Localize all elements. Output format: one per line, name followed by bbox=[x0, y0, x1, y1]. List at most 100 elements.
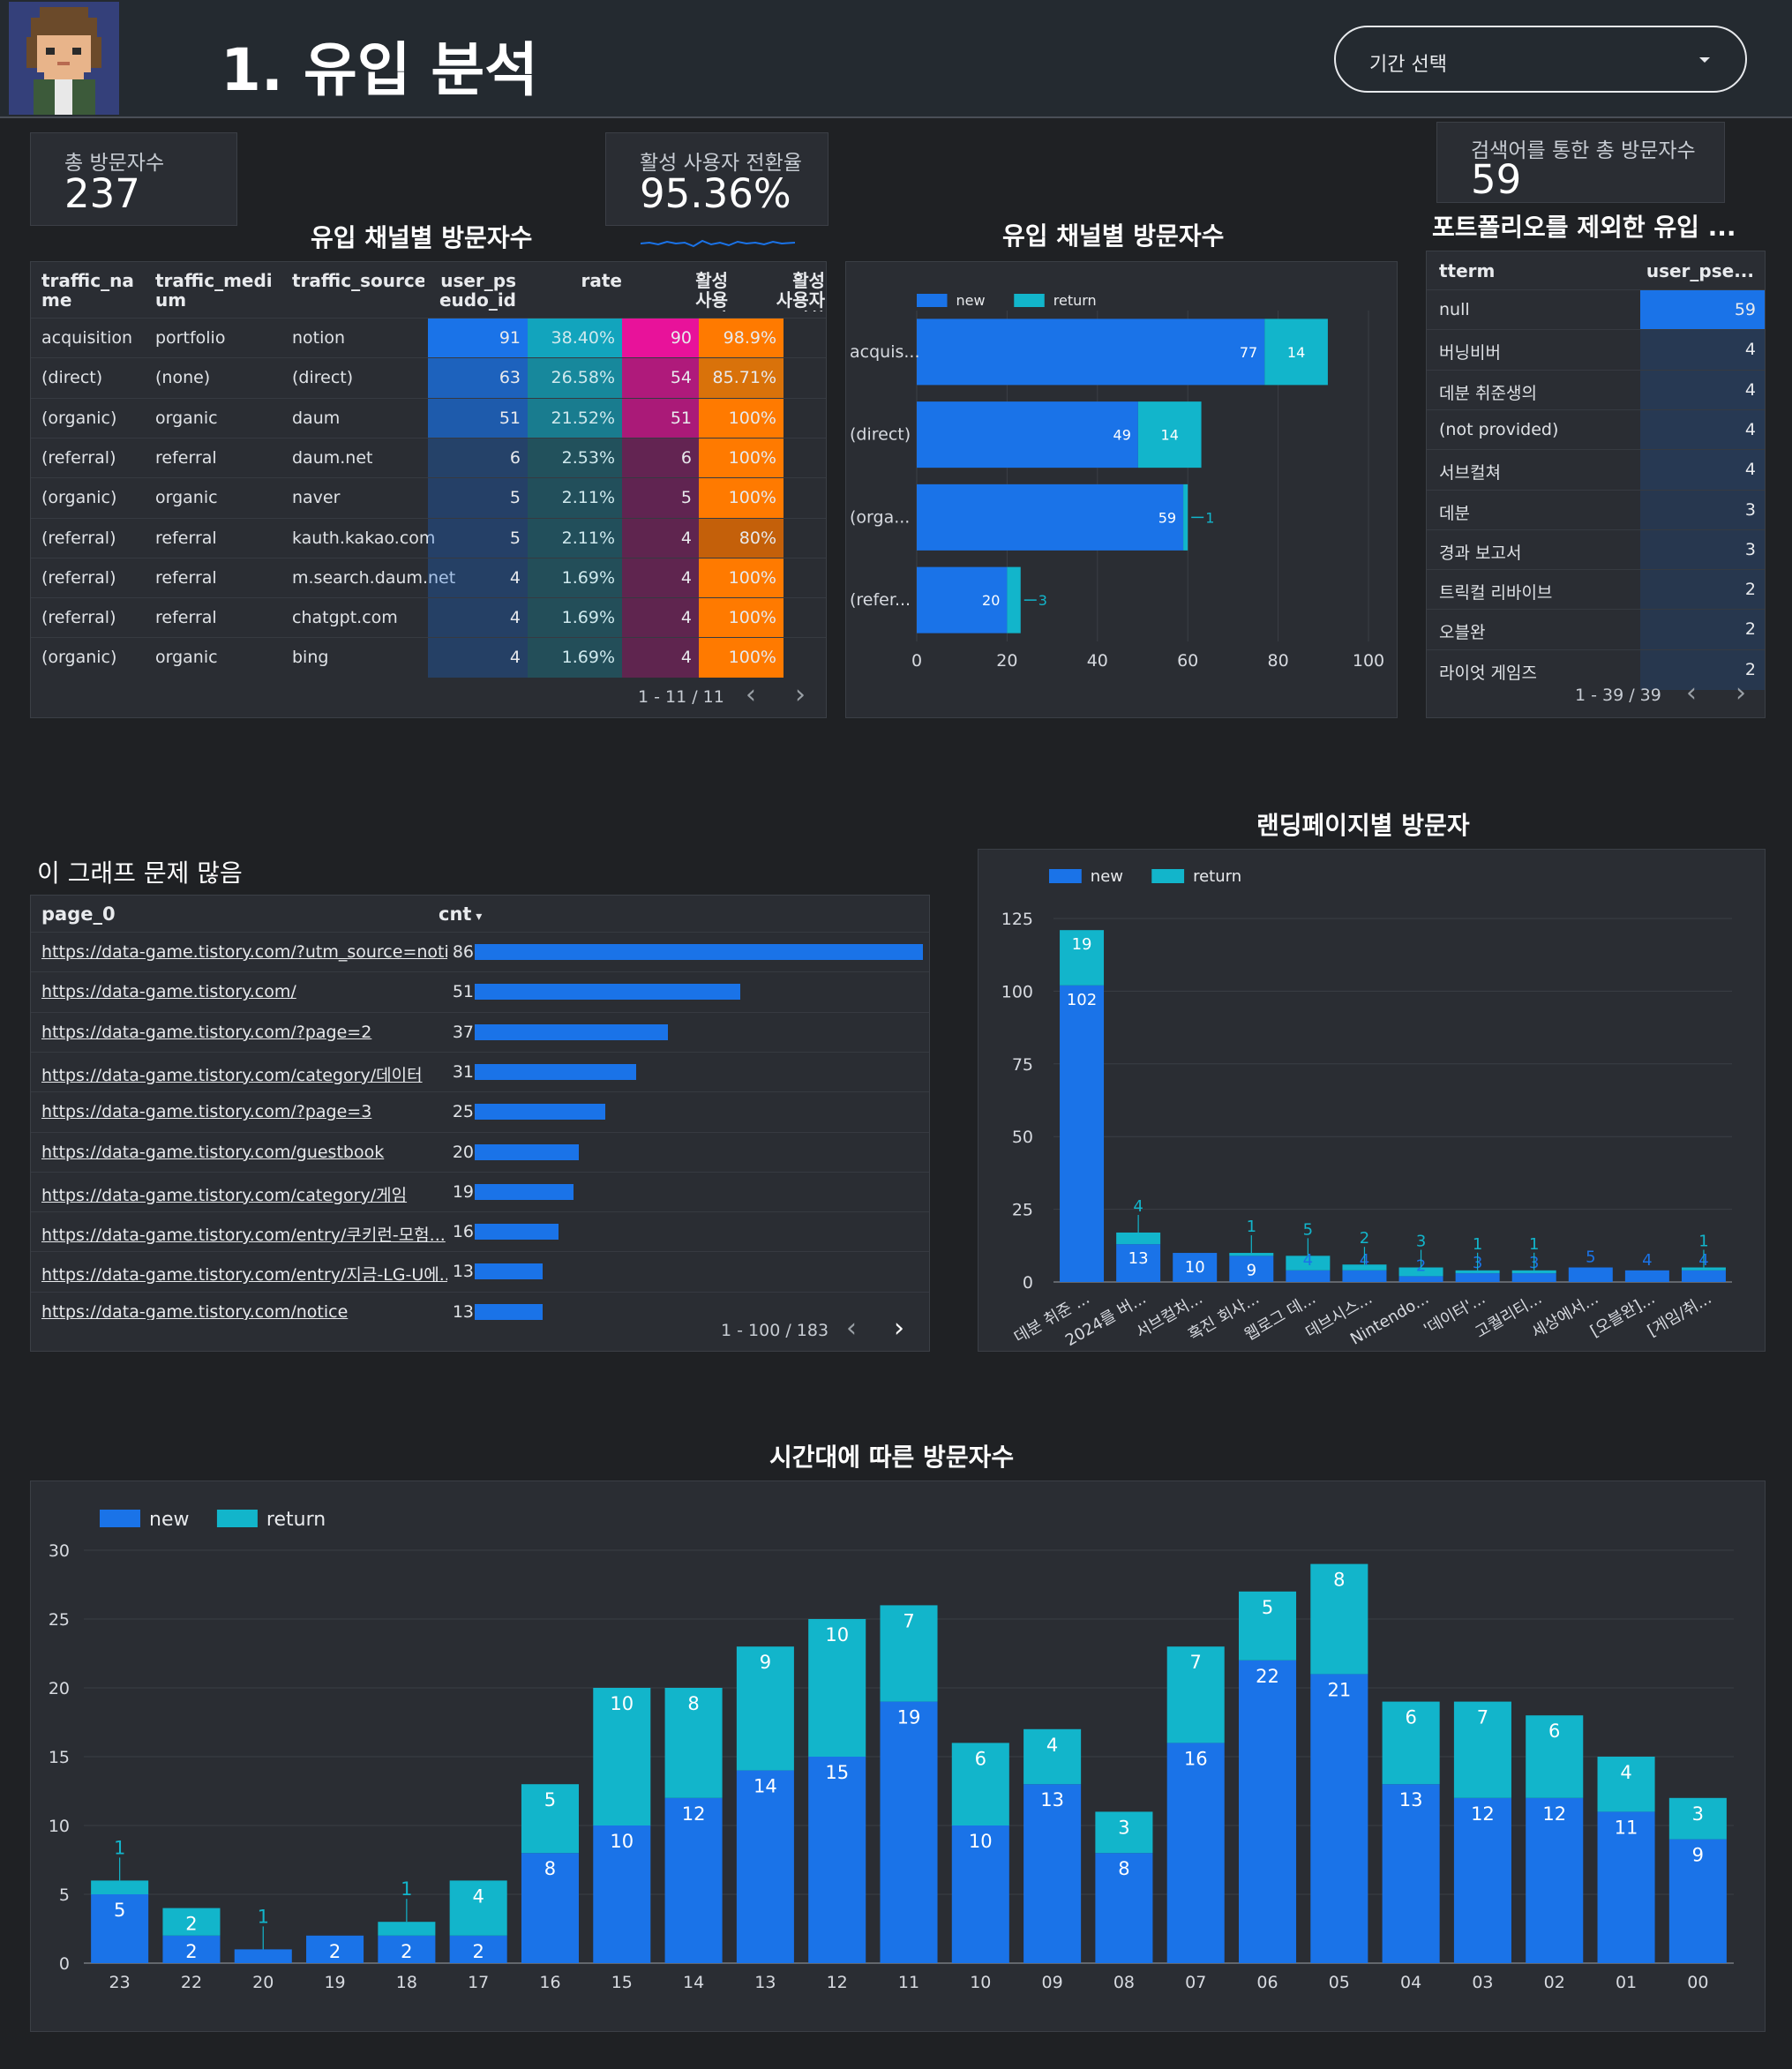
cell-bg-active: 4 bbox=[622, 518, 699, 558]
column-header[interactable]: page_0 bbox=[41, 903, 116, 925]
bar-return bbox=[162, 1908, 221, 1936]
bar-new bbox=[917, 566, 1008, 633]
x-category-label: 05 bbox=[1329, 1973, 1350, 1992]
table-row[interactable]: (organic) organic bing 4 1.69% 4 100% bbox=[31, 637, 826, 678]
prev-page-icon[interactable]: ‹ bbox=[1686, 678, 1697, 708]
page-link[interactable]: https://data-game.tistory.com/ bbox=[41, 982, 296, 1002]
x-tick-label: 20 bbox=[996, 651, 1017, 671]
cell-bg-rate: 38.40% bbox=[528, 319, 622, 358]
table-row[interactable]: https://data-game.tistory.com/51 bbox=[31, 971, 929, 1011]
cell-bg-rate: 1.69% bbox=[528, 638, 622, 678]
page-link[interactable]: https://data-game.tistory.com/entry/쿠키런-… bbox=[41, 1226, 446, 1246]
table-row[interactable]: https://data-game.tistory.com/entry/지금-L… bbox=[31, 1251, 929, 1291]
table-row[interactable]: https://data-game.tistory.com/category/데… bbox=[31, 1051, 929, 1091]
bar-new bbox=[1453, 1797, 1511, 1963]
table-row[interactable]: (referral) referral daum.net 6 2.53% 6 100% bbox=[31, 437, 826, 478]
table-row[interactable]: (referral) referral m.search.daum.net 4 1.69… bbox=[31, 557, 826, 598]
data-label-new: 8 bbox=[544, 1858, 556, 1879]
bar-return bbox=[1453, 1701, 1511, 1798]
column-header[interactable]: rate bbox=[581, 271, 622, 291]
cell-bg-conv: 100% bbox=[699, 638, 784, 678]
table-row[interactable]: 데분 취준생의 4 bbox=[1427, 369, 1765, 410]
kpi-label: 검색어를 통한 총 방문자수 bbox=[1471, 139, 1696, 162]
prev-page-icon[interactable]: ‹ bbox=[846, 1313, 857, 1344]
legend-swatch-new bbox=[100, 1510, 140, 1527]
table-row[interactable]: (direct) (none) (direct) 63 26.58% 54 85.71% bbox=[31, 357, 826, 399]
channel-table-title: 유입 채널별 방문자수 bbox=[311, 223, 533, 252]
next-page-icon[interactable]: › bbox=[1736, 678, 1746, 708]
bar-return bbox=[1060, 930, 1105, 986]
channel-table: traffic_na me traffic_medi um traffic_sour… bbox=[30, 261, 827, 718]
table-row[interactable]: https://data-game.tistory.com/?page=3 25 bbox=[31, 1091, 929, 1131]
table-row[interactable]: (not provided) 4 bbox=[1427, 409, 1765, 450]
table-row[interactable]: 오블완 2 bbox=[1427, 609, 1765, 650]
page-link[interactable]: https://data-game.tistory.com/guestbook bbox=[41, 1142, 385, 1162]
column-header[interactable]: 활성 사용자 전환 bbox=[776, 271, 825, 311]
period-select-dropdown[interactable]: 기간 선택 bbox=[1334, 26, 1747, 93]
page-link[interactable]: https://data-game.tistory.com/?page=2 bbox=[41, 1022, 372, 1042]
bar-return bbox=[593, 1688, 651, 1825]
table-row[interactable]: (referral) referral kauth.kakao.com 5 2.11% 4… bbox=[31, 517, 826, 558]
landing-chart-title: 랜딩페이지별 방문자 bbox=[1256, 811, 1470, 840]
table-row[interactable]: 서브컬쳐 4 bbox=[1427, 449, 1765, 491]
legend-swatch-return bbox=[1151, 869, 1185, 883]
cell-bg-users: 4 bbox=[428, 638, 528, 678]
table-row[interactable]: 버닝비버 4 bbox=[1427, 329, 1765, 371]
next-page-icon[interactable]: › bbox=[795, 679, 806, 710]
cell-active: 90 bbox=[670, 328, 692, 348]
cell-active: 6 bbox=[680, 447, 692, 468]
page-link[interactable]: https://data-game.tistory.com/?page=3 bbox=[41, 1102, 372, 1122]
cell-users: 5 bbox=[509, 488, 521, 508]
cell-bg-rate: 21.52% bbox=[528, 398, 622, 439]
page-link[interactable]: https://data-game.tistory.com/entry/지금-L… bbox=[41, 1265, 447, 1286]
cell-active: 4 bbox=[680, 648, 692, 668]
data-label-new: 5 bbox=[114, 1900, 125, 1921]
prev-page-icon[interactable]: ‹ bbox=[746, 679, 756, 710]
cell-users: 91 bbox=[499, 328, 521, 348]
x-category-label: 11 bbox=[898, 1973, 919, 1992]
page-link[interactable]: https://data-game.tistory.com/category/게… bbox=[41, 1185, 408, 1205]
column-header[interactable]: user_pse... bbox=[1646, 260, 1754, 281]
table-row[interactable]: (referral) referral chatgpt.com 4 1.69% 4 100% bbox=[31, 597, 826, 639]
table-row[interactable]: 라이엇 게임즈 2 bbox=[1427, 648, 1765, 690]
table-row[interactable]: (organic) organic daum 51 21.52% 51 100% bbox=[31, 397, 826, 439]
cell-term: 라이엇 게임즈 bbox=[1439, 663, 1537, 683]
next-page-icon[interactable]: › bbox=[894, 1313, 904, 1344]
bar-return bbox=[1668, 1797, 1727, 1840]
table-row[interactable]: null 59 bbox=[1427, 289, 1765, 330]
table-row[interactable]: https://data-game.tistory.com/?utm_sourc… bbox=[31, 932, 929, 971]
cell-medium: referral bbox=[155, 567, 217, 588]
data-label-new: 2 bbox=[185, 1941, 197, 1962]
y-tick-label: 25 bbox=[49, 1610, 70, 1630]
column-header[interactable]: 활성 사용 자 bbox=[695, 271, 728, 311]
table-row[interactable]: https://data-game.tistory.com/category/게… bbox=[31, 1171, 929, 1211]
table-row[interactable]: https://data-game.tistory.com/entry/쿠키런-… bbox=[31, 1211, 929, 1251]
kpi-label: 총 방문자수 bbox=[64, 152, 165, 175]
page-link[interactable]: https://data-game.tistory.com/notice bbox=[41, 1301, 349, 1320]
page-link[interactable]: https://data-game.tistory.com/?utm_sourc… bbox=[41, 942, 447, 962]
data-label-new: 8 bbox=[1118, 1858, 1129, 1879]
bar-new bbox=[1095, 1853, 1153, 1963]
column-header[interactable]: traffic_source bbox=[292, 271, 424, 291]
column-header[interactable]: user_ps eudo_id bbox=[439, 271, 516, 311]
table-row[interactable]: acquisition portfolio notion 91 38.40% 90 98.9… bbox=[31, 318, 826, 358]
column-header-cnt[interactable]: cnt ▾ bbox=[439, 903, 482, 925]
cell-bg-value: 4 bbox=[1640, 409, 1765, 450]
table-row[interactable]: https://data-game.tistory.com/guestbook 2… bbox=[31, 1131, 929, 1172]
table-row[interactable]: (organic) organic naver 5 2.11% 5 100% bbox=[31, 477, 826, 519]
column-header[interactable]: traffic_medi um bbox=[155, 271, 273, 311]
table-row[interactable]: 경과 보고서 3 bbox=[1427, 528, 1765, 570]
table-row[interactable]: 데분 3 bbox=[1427, 489, 1765, 530]
table-row[interactable]: https://data-game.tistory.com/notice 13 bbox=[31, 1291, 929, 1320]
table-row[interactable]: 트릭컬 리바이브 2 bbox=[1427, 569, 1765, 611]
cell-cnt: 31 bbox=[452, 1061, 474, 1082]
column-header[interactable]: tterm bbox=[1439, 260, 1496, 281]
data-label-new: 59 bbox=[1158, 509, 1176, 526]
cell-rate: 26.58% bbox=[551, 368, 615, 388]
term-table: tterm user_pse... null 59 버닝비버 4 데분 취준생의 4 (not… bbox=[1426, 251, 1766, 718]
y-tick-label: 50 bbox=[1012, 1128, 1033, 1147]
page-link[interactable]: https://data-game.tistory.com/category/데… bbox=[41, 1065, 423, 1085]
column-header[interactable]: traffic_na me bbox=[41, 271, 134, 311]
cell-rate: 1.69% bbox=[561, 608, 615, 628]
table-row[interactable]: https://data-game.tistory.com/?page=2 37 bbox=[31, 1011, 929, 1052]
